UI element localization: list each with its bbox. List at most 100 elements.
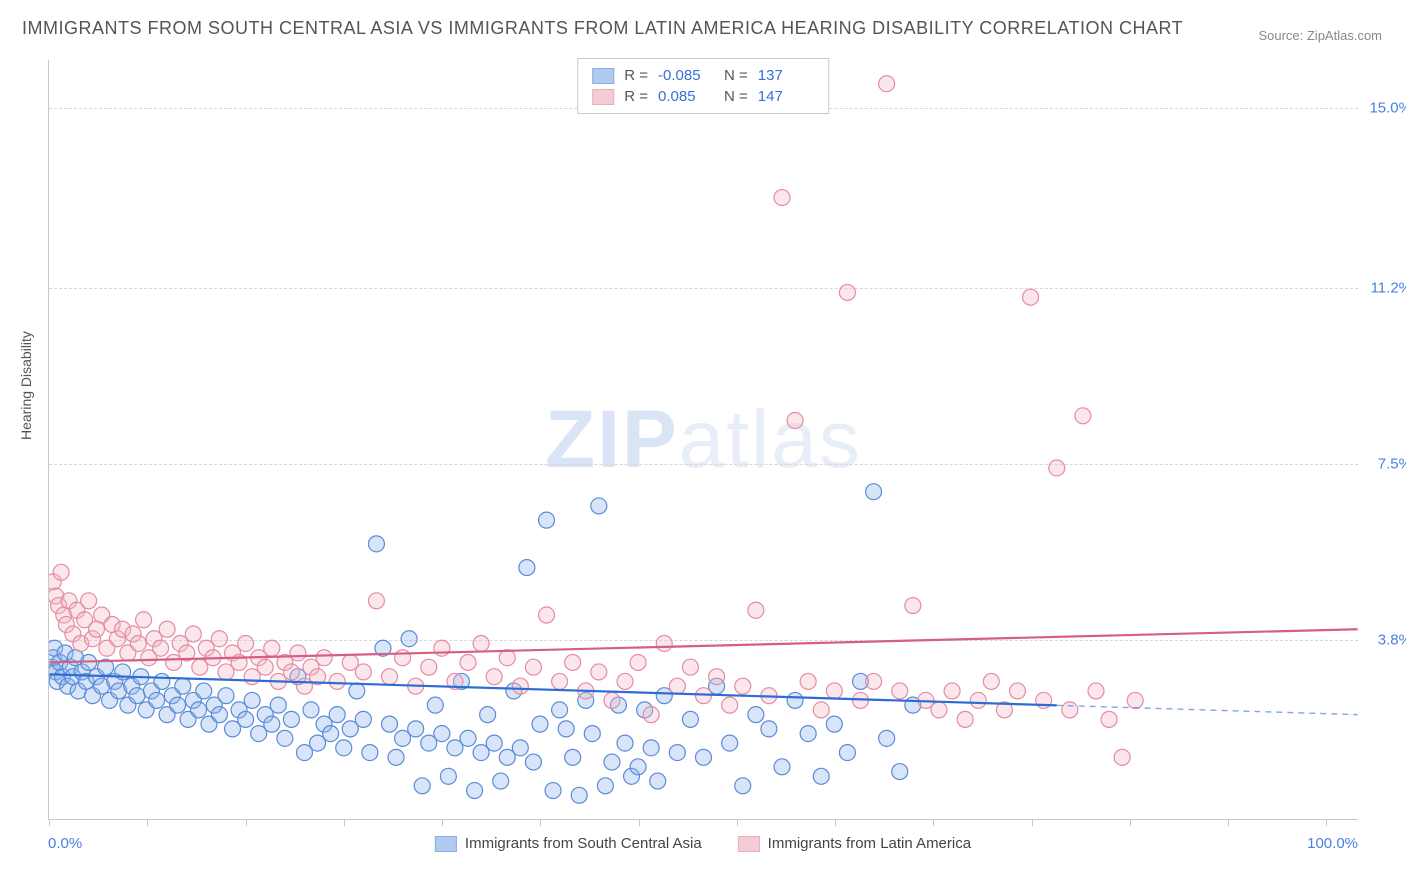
legend-series-label: Immigrants from South Central Asia: [465, 835, 702, 852]
trend-line-extrapolated: [1057, 705, 1358, 714]
data-point: [525, 754, 541, 770]
data-point: [722, 735, 738, 751]
data-point: [826, 716, 842, 732]
data-point: [604, 692, 620, 708]
x-tick-mark: [1228, 819, 1229, 826]
data-point: [434, 726, 450, 742]
data-point: [630, 759, 646, 775]
data-point: [159, 621, 175, 637]
x-tick-mark: [49, 819, 50, 826]
data-point: [368, 536, 384, 552]
data-point: [1101, 711, 1117, 727]
data-point: [682, 711, 698, 727]
correlation-legend: R =-0.085N =137R =0.085N =147: [577, 58, 829, 114]
data-point: [866, 673, 882, 689]
data-point: [604, 754, 620, 770]
data-point: [774, 759, 790, 775]
x-tick-mark: [933, 819, 934, 826]
data-point: [839, 284, 855, 300]
data-point: [591, 498, 607, 514]
data-point: [696, 749, 712, 765]
data-point: [264, 640, 280, 656]
x-tick-mark: [1326, 819, 1327, 826]
data-point: [336, 740, 352, 756]
data-point: [486, 669, 502, 685]
y-tick-label: 15.0%: [1369, 99, 1406, 116]
data-point: [1088, 683, 1104, 699]
data-point: [53, 564, 69, 580]
data-point: [539, 512, 555, 528]
data-point: [682, 659, 698, 675]
x-tick-mark: [835, 819, 836, 826]
data-point: [218, 688, 234, 704]
x-tick-mark: [147, 819, 148, 826]
data-point: [382, 669, 398, 685]
data-point: [414, 778, 430, 794]
data-point: [427, 697, 443, 713]
data-point: [591, 664, 607, 680]
legend-swatch: [592, 68, 614, 84]
data-point: [800, 673, 816, 689]
data-point: [558, 721, 574, 737]
data-point: [316, 650, 332, 666]
data-point: [735, 678, 751, 694]
data-point: [983, 673, 999, 689]
data-point: [440, 768, 456, 784]
data-point: [355, 664, 371, 680]
data-point: [597, 778, 613, 794]
data-point: [1114, 749, 1130, 765]
data-point: [329, 673, 345, 689]
data-point: [571, 787, 587, 803]
data-point: [130, 635, 146, 651]
data-point: [879, 76, 895, 92]
data-point: [800, 726, 816, 742]
r-label: R =: [624, 67, 648, 84]
r-label: R =: [624, 88, 648, 105]
x-tick-mark: [1130, 819, 1131, 826]
data-point: [813, 702, 829, 718]
data-point: [892, 683, 908, 699]
data-point: [175, 678, 191, 694]
data-point: [892, 764, 908, 780]
data-point: [970, 692, 986, 708]
y-tick-label: 3.8%: [1378, 631, 1406, 648]
data-point: [545, 783, 561, 799]
data-point: [211, 631, 227, 647]
legend-series-item: Immigrants from South Central Asia: [435, 835, 702, 852]
data-point: [722, 697, 738, 713]
x-tick-mark: [442, 819, 443, 826]
data-point: [512, 740, 528, 756]
data-point: [270, 697, 286, 713]
data-point: [395, 650, 411, 666]
data-point: [565, 654, 581, 670]
data-point: [153, 640, 169, 656]
series-legend: Immigrants from South Central Asia Immigr…: [435, 835, 971, 852]
data-point: [774, 190, 790, 206]
data-point: [761, 721, 777, 737]
data-point: [669, 678, 685, 694]
data-point: [512, 678, 528, 694]
data-point: [88, 621, 104, 637]
data-point: [643, 740, 659, 756]
data-point: [826, 683, 842, 699]
data-point: [323, 726, 339, 742]
data-point: [1023, 289, 1039, 305]
data-point: [669, 745, 685, 761]
x-tick-mark: [639, 819, 640, 826]
data-point: [244, 692, 260, 708]
source-attribution: Source: ZipAtlas.com: [1258, 28, 1382, 43]
data-point: [709, 669, 725, 685]
legend-swatch: [592, 89, 614, 105]
n-value: 147: [758, 88, 814, 105]
data-point: [196, 683, 212, 699]
data-point: [149, 692, 165, 708]
data-point: [401, 631, 417, 647]
data-point: [525, 659, 541, 675]
legend-row: R =-0.085N =137: [592, 65, 814, 86]
data-point: [735, 778, 751, 794]
data-point: [650, 773, 666, 789]
data-point: [473, 635, 489, 651]
data-point: [185, 626, 201, 642]
legend-series-label: Immigrants from Latin America: [768, 835, 971, 852]
data-point: [931, 702, 947, 718]
